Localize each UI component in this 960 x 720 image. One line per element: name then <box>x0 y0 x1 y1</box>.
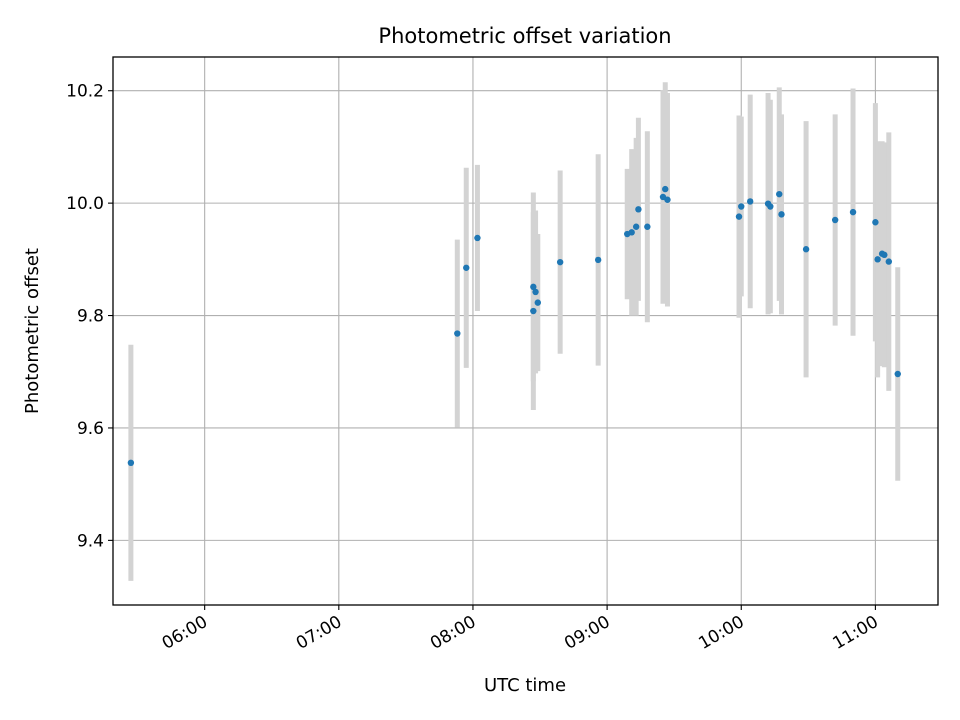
data-point <box>872 219 879 226</box>
data-point <box>530 307 537 315</box>
data-point <box>474 234 481 242</box>
data-point <box>776 190 783 198</box>
data-point <box>127 459 135 467</box>
data-point <box>644 223 651 230</box>
y-axis-label: Photometric offset <box>22 248 43 414</box>
data-points <box>127 185 901 467</box>
data-point <box>463 264 470 271</box>
data-point <box>767 203 774 210</box>
data-point <box>632 223 640 230</box>
data-point <box>778 211 785 218</box>
y-tick-label: 9.6 <box>77 419 104 439</box>
data-point <box>894 370 901 378</box>
chart-title: Photometric offset variation <box>378 24 671 48</box>
data-point <box>802 246 810 253</box>
data-point <box>874 256 881 263</box>
data-point <box>662 185 669 193</box>
y-axis-ticks: 9.4 9.6 9.8 10.0 10.2 <box>66 82 113 551</box>
data-point <box>664 196 671 203</box>
data-point <box>881 251 888 259</box>
y-tick-label: 9.4 <box>77 531 104 551</box>
data-point <box>532 288 539 296</box>
y-tick-label: 9.8 <box>77 307 104 327</box>
data-point <box>885 258 893 265</box>
x-axis-label: UTC time <box>484 675 566 696</box>
data-point <box>594 256 602 264</box>
plot-frame <box>112 56 939 606</box>
data-point <box>831 216 839 224</box>
y-tick-label: 10.0 <box>66 194 104 214</box>
data-point <box>735 213 743 220</box>
data-point <box>849 208 857 216</box>
data-point <box>530 283 537 291</box>
data-point <box>556 258 564 266</box>
data-point <box>454 330 461 337</box>
data-point <box>635 206 642 213</box>
y-tick-label: 10.2 <box>66 82 104 102</box>
data-point <box>738 203 745 210</box>
data-point <box>628 229 635 236</box>
data-point <box>534 299 541 306</box>
data-point <box>746 198 754 205</box>
